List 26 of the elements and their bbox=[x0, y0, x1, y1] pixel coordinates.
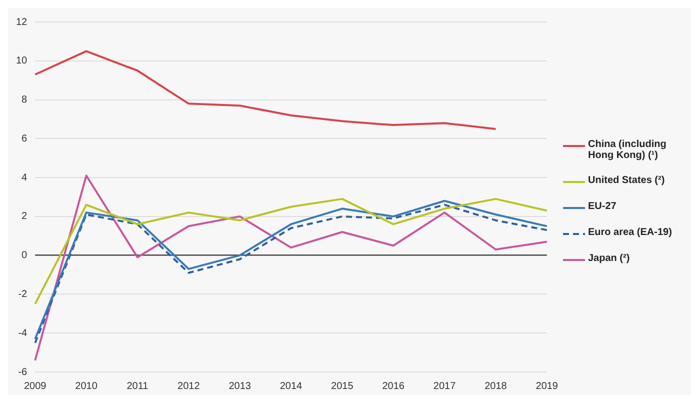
x-tick-label: 2013 bbox=[228, 380, 252, 392]
legend-label: United States (²) bbox=[588, 174, 665, 186]
y-tick-label: 8 bbox=[22, 94, 28, 106]
x-tick-label: 2012 bbox=[178, 380, 200, 392]
x-tick-label: 2019 bbox=[536, 380, 558, 392]
y-tick-label: 0 bbox=[22, 250, 28, 262]
legend-label: Euro area (EA-19) bbox=[588, 226, 672, 238]
y-tick-label: -2 bbox=[18, 288, 28, 300]
x-tick-label: 2011 bbox=[126, 380, 149, 392]
x-tick-label: 2016 bbox=[382, 380, 405, 392]
y-tick-label: 4 bbox=[22, 172, 28, 184]
y-tick-label: 12 bbox=[16, 16, 28, 28]
x-tick-label: 2018 bbox=[484, 380, 508, 392]
y-tick-label: 2 bbox=[22, 211, 28, 222]
x-tick-label: 2009 bbox=[24, 380, 47, 392]
legend-label: China (including Hong Kong) (¹) bbox=[588, 138, 668, 160]
legend-label: Japan (²) bbox=[588, 252, 630, 264]
x-tick-label: 2017 bbox=[433, 380, 456, 392]
y-tick-label: 10 bbox=[16, 56, 28, 67]
x-tick-label: 2010 bbox=[75, 380, 98, 392]
legend-label: EU-27 bbox=[588, 200, 616, 212]
x-tick-label: 2015 bbox=[331, 380, 354, 392]
y-tick-label: -6 bbox=[18, 366, 28, 378]
x-tick-label: 2014 bbox=[280, 380, 303, 392]
y-tick-label: 6 bbox=[22, 133, 28, 144]
y-tick-label: -4 bbox=[18, 328, 28, 339]
